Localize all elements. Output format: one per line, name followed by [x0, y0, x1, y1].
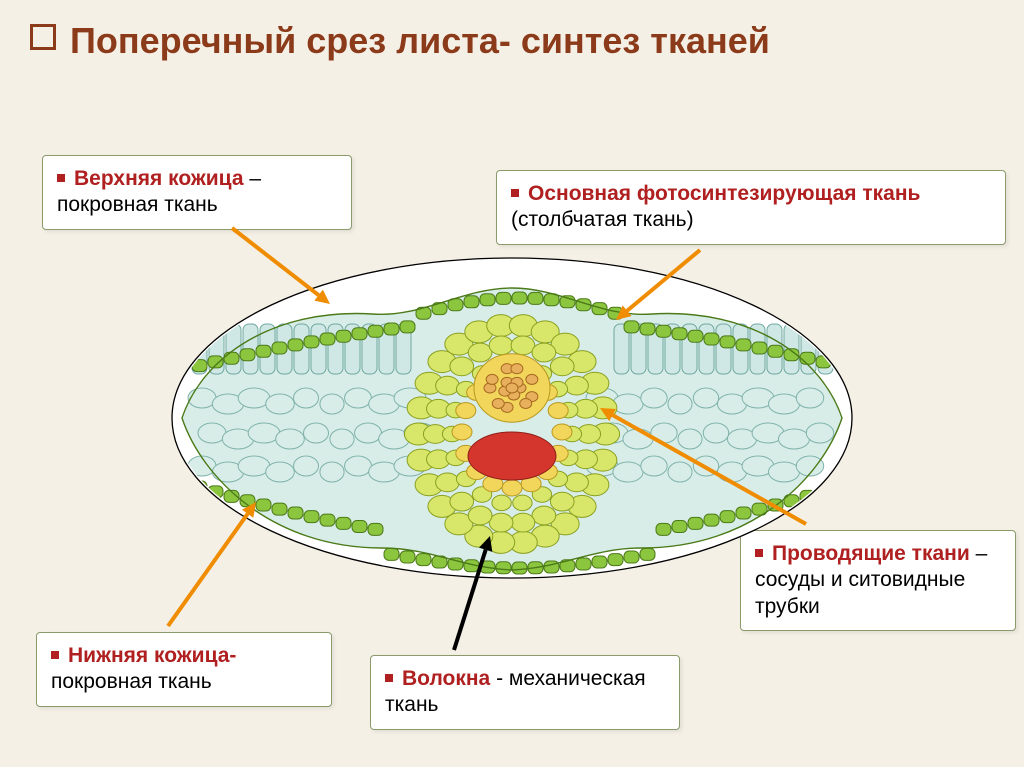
label-palisade: Основная фотосинтезирующая ткань (столбч… [496, 170, 1006, 245]
bullet-icon [511, 189, 519, 197]
label-fibers: Волокна - механическая ткань [370, 655, 680, 730]
title-bullet-icon [30, 24, 56, 50]
bullet-icon [57, 174, 65, 182]
slide: Поперечный срез листа- синтез тканей Вер… [0, 0, 1024, 767]
leaf-cross-section-diagram [162, 248, 862, 588]
bullet-icon [51, 651, 59, 659]
label-lower-epidermis: Нижняя кожица- покровная ткань [36, 632, 332, 707]
bullet-icon [385, 674, 393, 682]
label-upper-epidermis: Верхняя кожица – покровная ткань [42, 155, 352, 230]
page-title: Поперечный срез листа- синтез тканей [30, 20, 994, 62]
title-text: Поперечный срез листа- синтез тканей [70, 20, 770, 61]
